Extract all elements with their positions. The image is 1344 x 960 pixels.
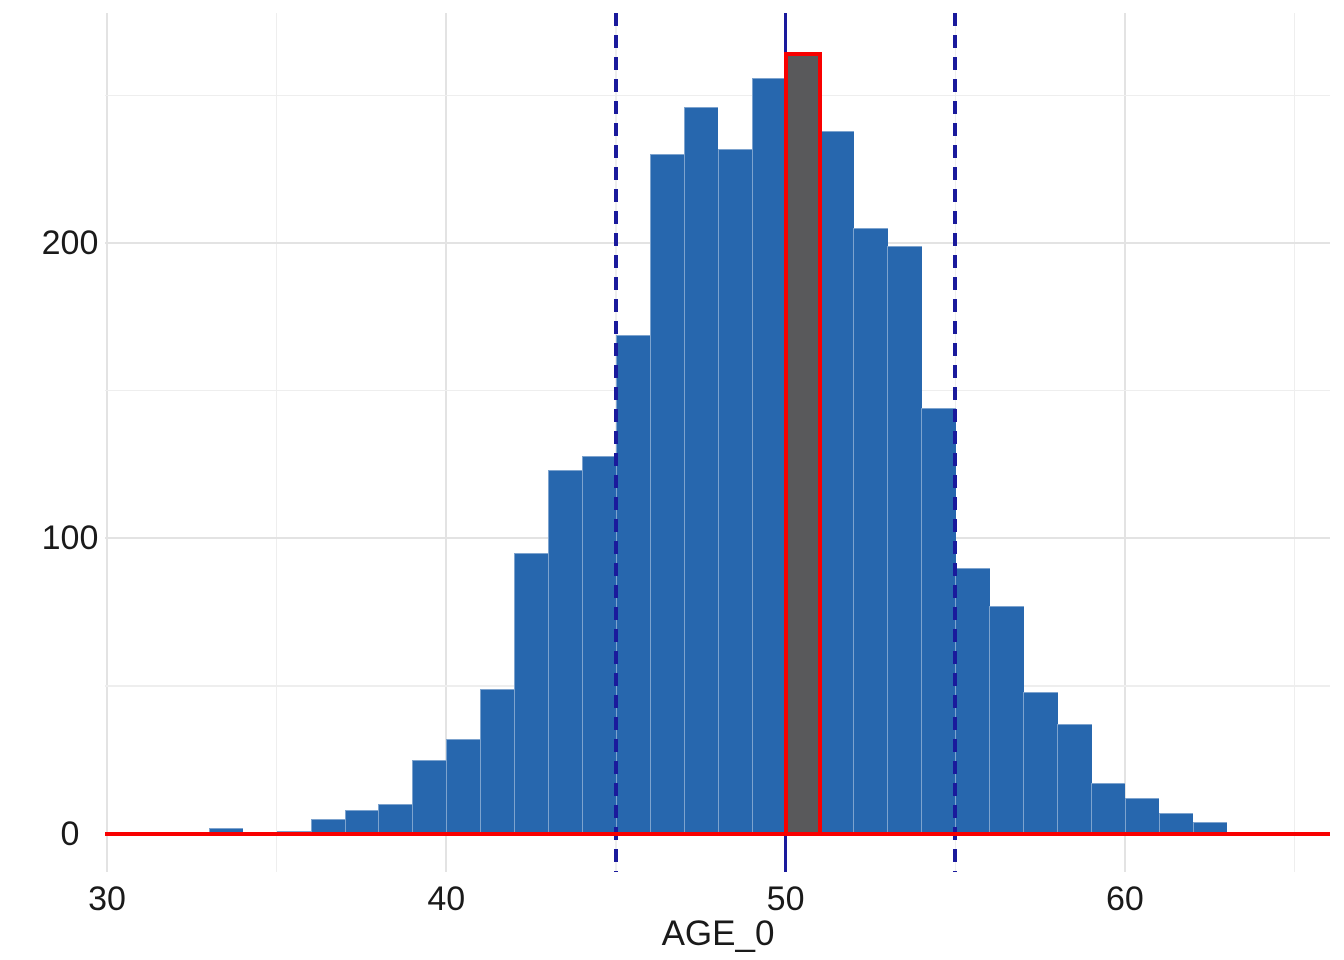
histogram-bar (208, 827, 244, 834)
histogram-bar (1192, 821, 1228, 834)
x-minor-gridline (1293, 13, 1296, 872)
plot-panel (105, 13, 1330, 872)
histogram-bar (344, 809, 380, 834)
histogram-bar (548, 470, 583, 834)
histogram-bar (310, 818, 346, 834)
zero-baseline (105, 831, 1330, 836)
histogram-bar (955, 567, 990, 834)
y-tick-label: 100 (41, 519, 99, 558)
dashed-reference-line (953, 13, 958, 872)
histogram-bar (582, 455, 617, 834)
histogram-bar (717, 148, 753, 834)
histogram-bar (683, 107, 719, 834)
histogram-bar (480, 688, 515, 834)
histogram-bar (1158, 812, 1194, 834)
dashed-reference-line (614, 13, 618, 872)
histogram-bar (819, 130, 855, 834)
x-major-gridline (1123, 13, 1126, 872)
histogram-bar (887, 245, 922, 834)
histogram-bar (514, 553, 549, 834)
bars-layer (105, 13, 1330, 872)
histogram-bar (921, 408, 956, 834)
y-minor-gridline (105, 94, 1330, 97)
y-tick-label: 0 (60, 814, 80, 853)
x-tick-label: 30 (88, 880, 126, 918)
x-tick-label: 40 (427, 880, 466, 918)
x-tick-label: 60 (1105, 880, 1144, 918)
reference-lines-layer (105, 13, 1330, 872)
histogram-bar (1057, 724, 1092, 834)
highlighted-bar (785, 54, 821, 834)
histogram-bar (853, 228, 888, 834)
x-major-gridline (445, 13, 448, 872)
x-tick-label: 50 (766, 880, 805, 918)
histogram-bar (615, 334, 651, 834)
histogram-bar (649, 154, 685, 834)
histogram-bar (1124, 798, 1160, 834)
histogram-bar (446, 739, 481, 834)
y-tick-label: 200 (41, 224, 99, 262)
histogram-bar (378, 804, 413, 834)
histogram-bar (751, 77, 787, 834)
histogram-bar (1090, 783, 1126, 834)
histogram-bar (989, 606, 1024, 834)
x-major-gridline (106, 13, 108, 872)
histogram-bar (1023, 691, 1058, 834)
x-axis-title: AGE_0 (661, 914, 775, 953)
highlight-outline (783, 52, 822, 836)
histogram-bar (412, 759, 447, 834)
x-minor-gridline (275, 13, 278, 872)
